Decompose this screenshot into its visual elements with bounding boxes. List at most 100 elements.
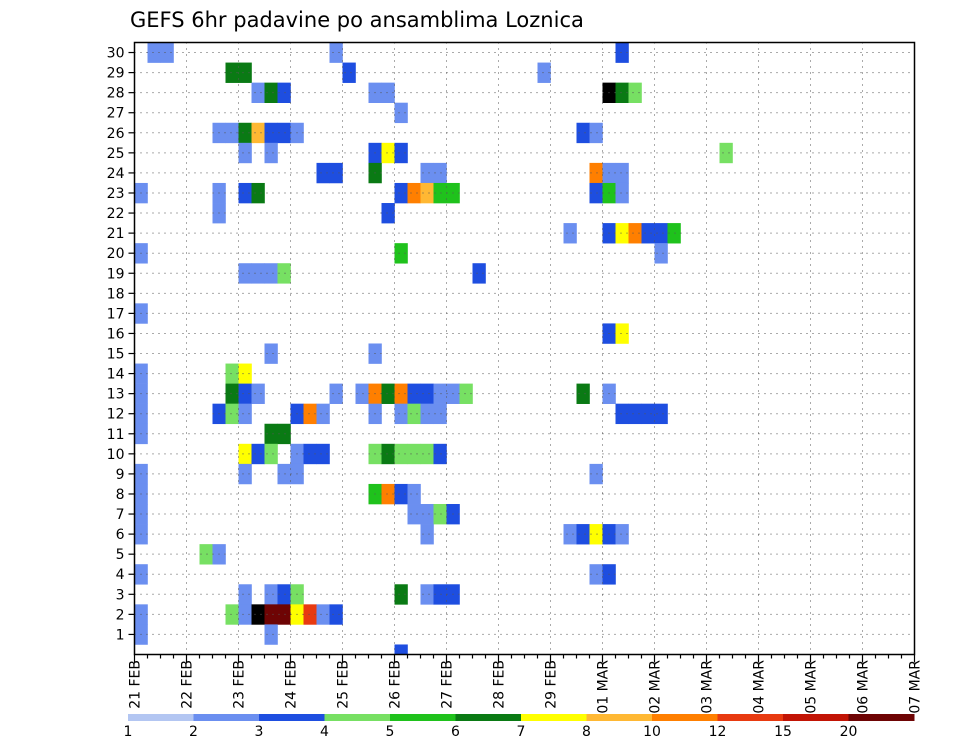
precipitation-cell bbox=[251, 263, 265, 284]
precipitation-cell bbox=[589, 122, 603, 144]
precipitation-cell bbox=[407, 443, 421, 465]
precipitation-cell bbox=[251, 443, 265, 465]
y-tick-label: 28 bbox=[107, 86, 125, 102]
precipitation-cell bbox=[225, 383, 239, 404]
precipitation-cell bbox=[719, 142, 733, 164]
precipitation-cell bbox=[238, 443, 252, 465]
x-tick-label: 04 MAR bbox=[752, 660, 768, 714]
y-axis: 1234567891011121314151617181920212223242… bbox=[107, 46, 135, 643]
precipitation-cell bbox=[420, 182, 434, 204]
precipitation-cell bbox=[147, 42, 161, 63]
x-tick-label: 29 FEB bbox=[544, 660, 560, 709]
precipitation-cell bbox=[433, 504, 447, 525]
legend-label: 6 bbox=[451, 724, 460, 740]
precipitation-cell bbox=[316, 443, 330, 465]
precipitation-cell bbox=[615, 162, 629, 184]
precipitation-cell bbox=[303, 443, 317, 465]
precipitation-cell bbox=[264, 142, 278, 164]
precipitation-cell bbox=[251, 182, 265, 204]
precipitation-cell bbox=[563, 524, 577, 545]
precipitation-cell bbox=[277, 82, 291, 103]
y-tick-label: 9 bbox=[116, 467, 125, 483]
precipitation-cell bbox=[277, 463, 291, 485]
legend-swatch bbox=[259, 714, 325, 721]
precipitation-cell bbox=[433, 383, 447, 404]
y-tick-label: 21 bbox=[107, 226, 125, 242]
y-tick-label: 2 bbox=[116, 607, 125, 623]
precipitation-cell bbox=[329, 162, 343, 184]
precipitation-cell bbox=[264, 263, 278, 284]
legend-label: 12 bbox=[709, 724, 727, 740]
precipitation-cell bbox=[381, 82, 395, 103]
precipitation-cell bbox=[238, 363, 252, 384]
precipitation-cell bbox=[225, 403, 239, 425]
y-tick-label: 15 bbox=[107, 347, 125, 363]
x-tick-label: 28 FEB bbox=[492, 660, 508, 709]
y-tick-label: 30 bbox=[107, 46, 125, 62]
precipitation-cell bbox=[537, 62, 551, 83]
precipitation-cell bbox=[576, 524, 590, 545]
precipitation-cell bbox=[615, 223, 629, 244]
legend-label: 1 bbox=[124, 724, 133, 740]
precipitation-cell bbox=[277, 604, 291, 625]
y-tick-label: 6 bbox=[116, 527, 125, 543]
chart-title: GEFS 6hr padavine po ansamblima Loznica bbox=[130, 8, 584, 32]
x-tick-label: 23 FEB bbox=[232, 660, 248, 709]
precipitation-cell bbox=[407, 383, 421, 404]
x-axis: 21 FEB 22 FEB 23 FEB 24 FEB 25 FEB 26 FEB 27 F… bbox=[128, 654, 924, 714]
x-tick-label: 25 FEB bbox=[336, 660, 352, 709]
precipitation-cell bbox=[589, 162, 603, 184]
legend-swatch bbox=[717, 714, 784, 721]
y-tick-label: 10 bbox=[107, 447, 125, 463]
precipitation-cell bbox=[628, 223, 642, 244]
y-tick-label: 19 bbox=[107, 266, 125, 282]
y-tick-label: 12 bbox=[107, 407, 125, 423]
legend-swatch bbox=[586, 714, 653, 721]
precipitation-cell bbox=[277, 122, 291, 144]
y-tick-label: 23 bbox=[107, 186, 125, 202]
precipitation-cell bbox=[615, 82, 629, 103]
precipitation-cell bbox=[355, 383, 369, 404]
precipitation-cell bbox=[420, 403, 434, 425]
legend-swatch bbox=[128, 714, 194, 721]
legend-swatch bbox=[324, 714, 391, 721]
y-tick-label: 5 bbox=[116, 547, 125, 563]
precipitation-cell bbox=[238, 182, 252, 204]
precipitation-cell bbox=[264, 82, 278, 103]
precipitation-cell bbox=[225, 122, 239, 144]
y-tick-label: 29 bbox=[107, 66, 125, 82]
precipitation-cell bbox=[225, 604, 239, 625]
precipitation-cell bbox=[472, 263, 486, 284]
legend-swatch bbox=[652, 714, 718, 721]
precipitation-cell bbox=[160, 42, 174, 63]
y-tick-label: 18 bbox=[107, 286, 125, 302]
precipitation-cell bbox=[394, 243, 408, 264]
y-tick-label: 16 bbox=[107, 326, 125, 342]
precipitation-cell bbox=[264, 443, 278, 465]
precipitation-cell bbox=[251, 122, 265, 144]
precipitation-cell bbox=[394, 644, 408, 655]
precipitation-cell bbox=[420, 524, 434, 545]
precipitation-cell bbox=[433, 162, 447, 184]
precipitation-cell bbox=[589, 564, 603, 585]
x-tick-label: 24 FEB bbox=[284, 660, 300, 709]
precipitation-cell bbox=[316, 162, 330, 184]
legend-label: 8 bbox=[582, 724, 591, 740]
precipitation-cell bbox=[420, 383, 434, 404]
precipitation-cell bbox=[667, 223, 681, 244]
precipitation-cell bbox=[433, 443, 447, 465]
precipitation-cell bbox=[303, 403, 317, 425]
x-tick-label: 22 FEB bbox=[180, 660, 196, 709]
precipitation-cell bbox=[251, 604, 265, 625]
precipitation-cell bbox=[264, 584, 278, 605]
precipitation-cell bbox=[199, 544, 213, 565]
precipitation-cell bbox=[251, 82, 265, 103]
precipitation-cell bbox=[433, 403, 447, 425]
precipitation-cell bbox=[238, 263, 252, 284]
precipitation-cell bbox=[316, 403, 330, 425]
legend-swatch bbox=[390, 714, 456, 721]
precipitation-cell bbox=[381, 142, 395, 164]
legend-swatch bbox=[521, 714, 587, 721]
precipitation-cell bbox=[303, 604, 317, 625]
